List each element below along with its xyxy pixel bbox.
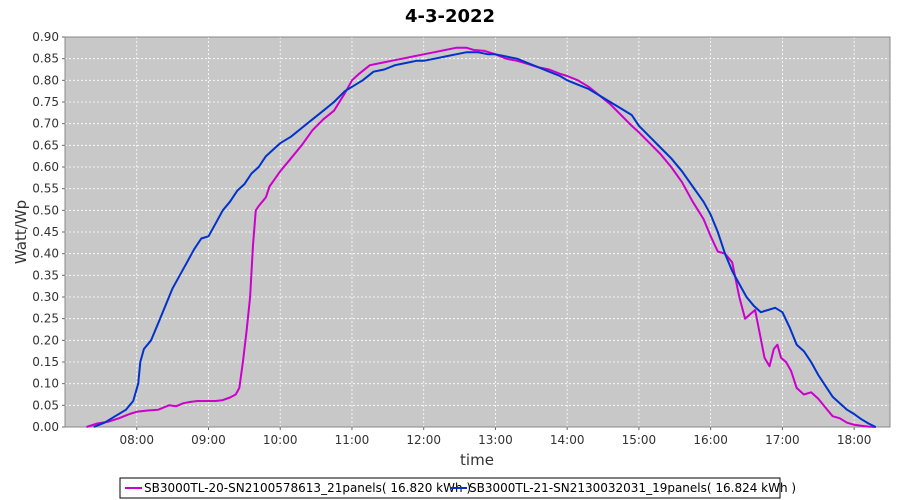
x-tick-label: 13:00 xyxy=(478,433,513,447)
x-tick-label: 18:00 xyxy=(837,433,872,447)
y-tick-label: 0.10 xyxy=(32,377,59,391)
y-tick-label: 0.75 xyxy=(32,95,59,109)
y-tick-label: 0.30 xyxy=(32,290,59,304)
x-axis-label: time xyxy=(460,451,494,469)
x-tick-label: 08:00 xyxy=(119,433,154,447)
y-tick-label: 0.45 xyxy=(32,225,59,239)
y-tick-label: 0.70 xyxy=(32,117,59,131)
y-tick-label: 0.85 xyxy=(32,52,59,66)
x-tick-label: 15:00 xyxy=(622,433,657,447)
axis-layer: 0.00 0.05 0.10 0.15 0.20 0.25 0.30 0.35 0.40 0.45… xyxy=(32,30,891,447)
y-tick-label: 0.00 xyxy=(32,420,59,434)
series-line-1 xyxy=(93,51,877,428)
y-tick-label: 0.15 xyxy=(32,355,59,369)
y-tick-label: 0.05 xyxy=(32,398,59,412)
y-tick-label: 0.80 xyxy=(32,73,59,87)
y-tick-label: 0.25 xyxy=(32,312,59,326)
x-tick-label: 10:00 xyxy=(263,433,298,447)
y-axis-label: Watt/Wp xyxy=(12,200,30,264)
x-tick-label: 17:00 xyxy=(765,433,800,447)
y-tick-label: 0.60 xyxy=(32,160,59,174)
x-tick-label: 11:00 xyxy=(335,433,370,447)
chart-title: 4-3-2022 xyxy=(405,6,495,27)
x-tick-label: 12:00 xyxy=(406,433,441,447)
series-line-0 xyxy=(86,46,876,428)
y-tick-label: 0.35 xyxy=(32,268,59,282)
y-tick-label: 0.65 xyxy=(32,138,59,152)
y-tick-label: 0.90 xyxy=(32,30,59,44)
y-tick-label: 0.20 xyxy=(32,333,59,347)
plot-frame xyxy=(64,36,891,428)
grid-layer xyxy=(65,36,890,428)
y-tick-label: 0.50 xyxy=(32,203,59,217)
legend-label: SB3000TL-21-SN2130032031_19panels( 16.82… xyxy=(469,481,796,495)
y-tick-label: 0.55 xyxy=(32,182,59,196)
series-layer xyxy=(86,46,877,428)
x-tick-label: 14:00 xyxy=(550,433,585,447)
y-tick-label: 0.40 xyxy=(32,247,59,261)
x-tick-label: 16:00 xyxy=(693,433,728,447)
legend: SB3000TL-20-SN2100578613_21panels( 16.82… xyxy=(119,477,796,499)
x-tick-label: 09:00 xyxy=(191,433,226,447)
legend-label: SB3000TL-20-SN2100578613_21panels( 16.82… xyxy=(144,481,471,495)
